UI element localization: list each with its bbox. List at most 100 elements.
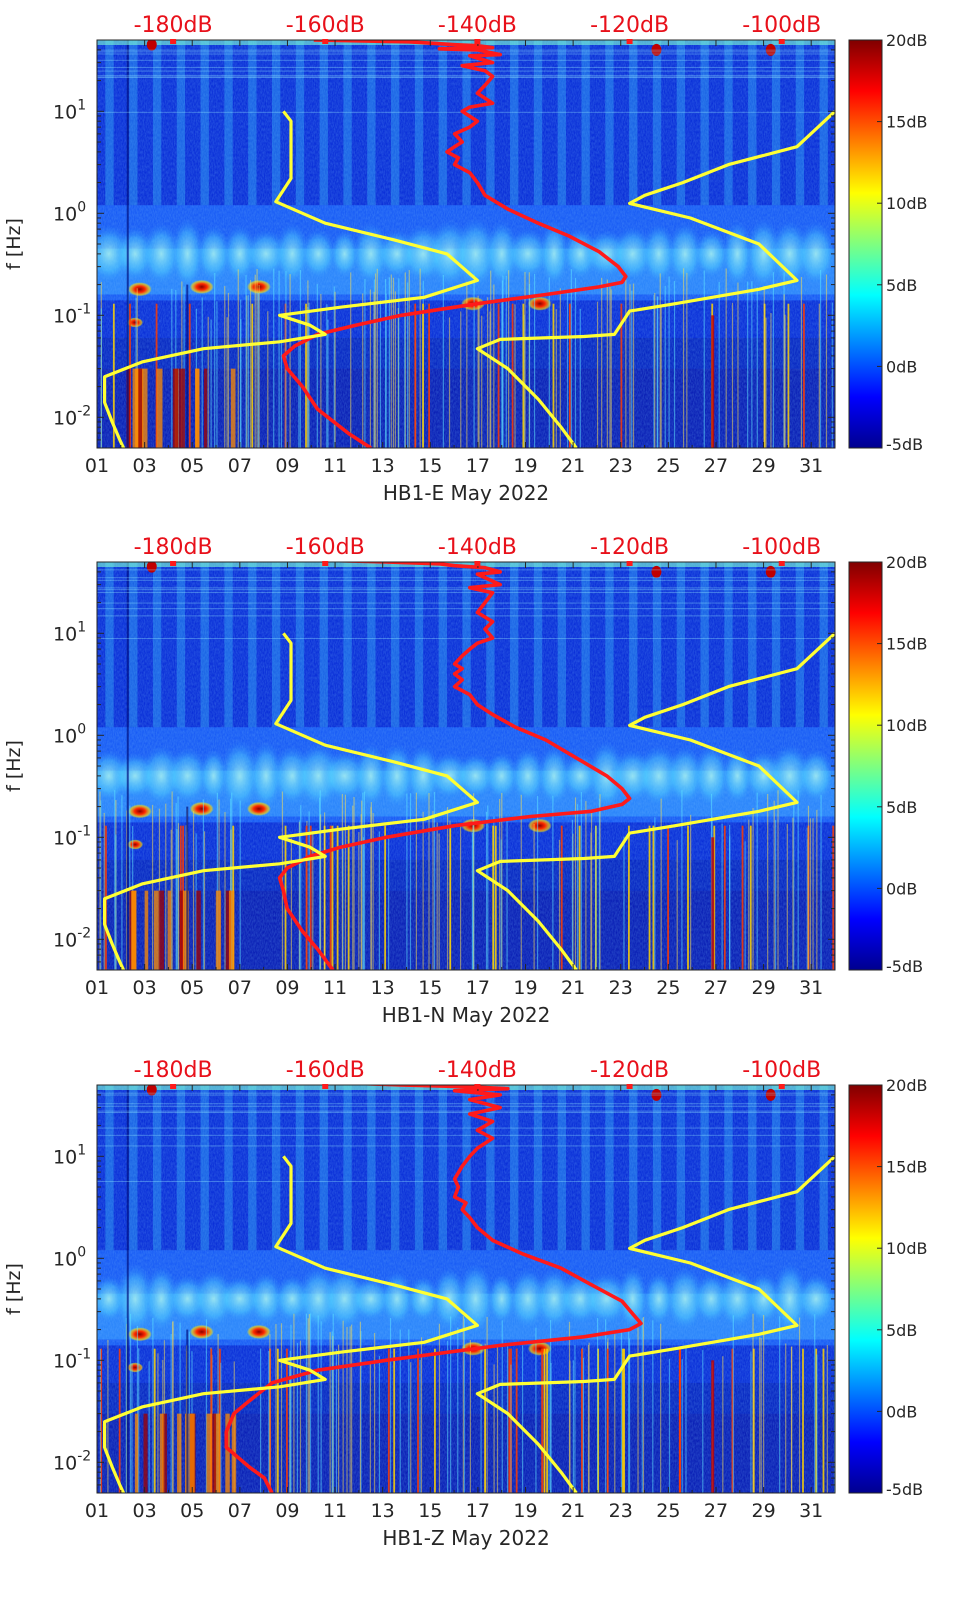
transient-line xyxy=(100,800,102,970)
transient-line xyxy=(217,1334,219,1493)
transient-line xyxy=(508,1348,511,1493)
transient-line xyxy=(718,282,720,448)
daily-noise-stripe xyxy=(700,562,709,728)
microseism-blob xyxy=(170,218,205,290)
transient-line xyxy=(316,284,318,448)
spectrogram-image xyxy=(97,1085,835,1493)
transient-line xyxy=(642,1317,645,1493)
transient-line xyxy=(393,1348,396,1493)
db-tick-label: -120dB xyxy=(590,535,669,560)
harmonic-line xyxy=(97,591,835,593)
transient-line xyxy=(171,288,173,448)
microseism-blob xyxy=(165,748,210,804)
transient-line xyxy=(394,291,396,448)
daily-noise-stripe xyxy=(795,40,805,206)
daily-noise-stripe xyxy=(533,1085,543,1251)
transient-line xyxy=(326,304,328,448)
lf-column xyxy=(141,368,148,448)
daily-noise-stripe xyxy=(581,1085,590,1251)
transient-line xyxy=(99,791,101,970)
nyquist-strip xyxy=(97,562,835,567)
transient-line xyxy=(432,811,434,970)
transient-line xyxy=(462,1315,464,1493)
x-tick-label: 01 xyxy=(85,1500,109,1522)
daily-noise-stripe xyxy=(462,40,471,206)
transient-line xyxy=(450,1316,452,1493)
x-tick-label: 29 xyxy=(751,977,775,999)
x-tick-label: 07 xyxy=(228,977,252,999)
transient-line xyxy=(606,1348,609,1493)
transient-line xyxy=(153,1348,156,1493)
harmonic-line xyxy=(97,1134,835,1136)
transient-line xyxy=(673,280,676,448)
daily-noise-stripe xyxy=(200,562,209,728)
harmonic-line xyxy=(97,587,835,589)
transient-line xyxy=(419,1359,421,1493)
db-tick-label: -120dB xyxy=(590,13,669,38)
transient-line xyxy=(574,277,577,448)
daily-noise-stripe xyxy=(676,40,686,206)
daily-noise-stripe xyxy=(224,562,233,728)
x-tick-label: 21 xyxy=(561,1500,585,1522)
microseism-blob xyxy=(219,740,261,812)
transient-line xyxy=(487,805,489,970)
transient-line xyxy=(506,821,508,970)
microseism-blob xyxy=(274,223,310,285)
microseism-blob xyxy=(406,1276,440,1322)
transient-line xyxy=(103,813,105,970)
transient-line xyxy=(772,272,774,448)
db-tick-mark xyxy=(778,1084,785,1089)
transient-line xyxy=(574,1345,576,1493)
transient-line xyxy=(660,306,662,448)
transient-line xyxy=(791,1346,793,1493)
transient-line xyxy=(460,311,462,448)
db-tick-mark xyxy=(322,561,329,566)
daily-noise-stripe xyxy=(129,1085,138,1251)
daily-noise-stripe xyxy=(795,562,805,728)
transient-line xyxy=(172,1321,174,1493)
lf-column xyxy=(144,890,149,970)
daily-noise-stripe xyxy=(319,40,328,206)
transient-line xyxy=(329,825,332,970)
y-tick-label: 10-1 xyxy=(53,1346,91,1372)
x-tick-label: 09 xyxy=(275,1500,299,1522)
transient-line xyxy=(407,282,409,448)
transient-line xyxy=(486,1316,488,1493)
transient-line xyxy=(390,274,392,448)
transient-line xyxy=(129,1313,132,1493)
transient-line xyxy=(741,825,744,970)
hf-spot xyxy=(651,1088,662,1101)
transient-line xyxy=(820,795,822,970)
transient-line xyxy=(364,279,366,448)
transient-line xyxy=(587,1344,590,1493)
transient-line xyxy=(406,793,408,970)
transient-line xyxy=(338,1344,340,1493)
transient-line xyxy=(387,1348,390,1493)
colorbar xyxy=(848,561,883,971)
transient-line xyxy=(582,1357,584,1493)
panel-2: 01 03 05 07 09 11 13 15 17 19 21 23 25 27 29 31 10-2 10-1… xyxy=(3,535,928,1027)
transient-line xyxy=(112,303,115,448)
transient-line xyxy=(478,300,480,448)
daily-noise-stripe xyxy=(438,562,447,728)
transient-line xyxy=(623,836,625,970)
db-tick-label: -180dB xyxy=(134,1058,213,1083)
red-psd-curve xyxy=(277,562,632,970)
lf-column xyxy=(179,890,183,970)
lf-column xyxy=(167,890,172,970)
transient-line xyxy=(296,1343,299,1493)
harmonic-line xyxy=(97,1110,835,1112)
microseism-blob xyxy=(693,229,730,278)
daily-noise-stripe xyxy=(629,562,638,728)
transient-line xyxy=(289,274,291,448)
microseism-red-blob xyxy=(189,801,214,816)
lf-column xyxy=(138,368,143,448)
transient-line xyxy=(585,801,587,970)
x-tick-label: 15 xyxy=(418,455,442,477)
transient-line xyxy=(179,1322,181,1493)
transient-line xyxy=(346,1326,348,1493)
x-tick-label: 03 xyxy=(133,455,157,477)
transient-line xyxy=(192,811,195,970)
transient-line xyxy=(578,825,581,970)
red-psd-curve xyxy=(281,40,628,448)
